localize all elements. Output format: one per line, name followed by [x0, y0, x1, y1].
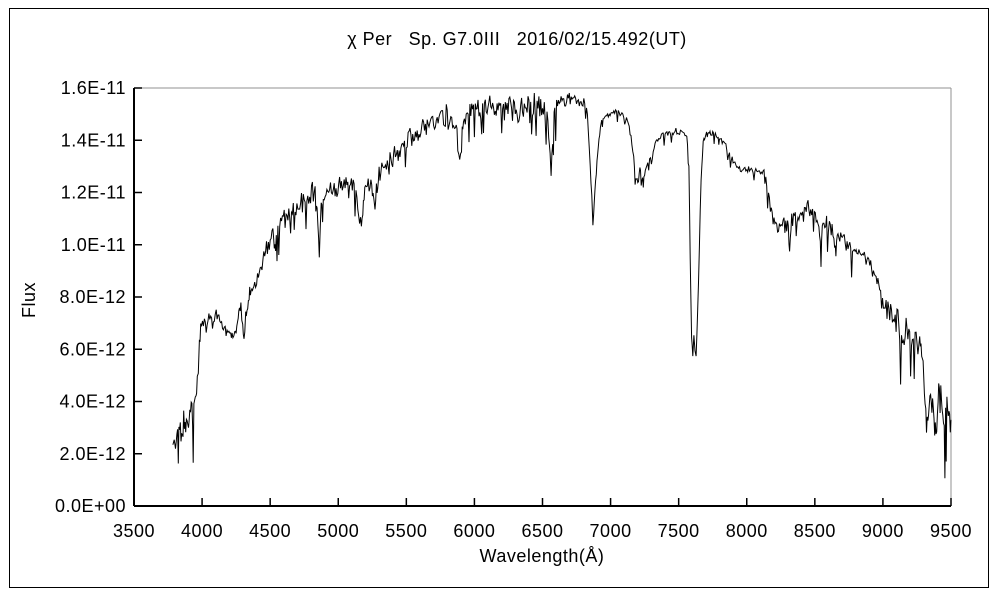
x-tick-label: 5000 — [317, 521, 359, 541]
x-tick-label: 7000 — [590, 521, 632, 541]
y-tick-label: 0.0E+00 — [55, 496, 126, 516]
x-axis-ticks: 3500 4000 4500 5000 5500 6000 6500 7000 7500 8000… — [113, 498, 972, 541]
outer-border — [9, 8, 989, 588]
x-tick-label: 3500 — [113, 521, 155, 541]
y-tick-label: 8.0E-12 — [59, 287, 126, 307]
x-tick-label: 8000 — [726, 521, 768, 541]
y-axis-ticks: 0.0E+00 2.0E-12 4.0E-12 6.0E-12 8.0E-12 1.0E-… — [55, 78, 142, 516]
x-tick-label: 7500 — [658, 521, 700, 541]
x-tick-label: 5500 — [385, 521, 427, 541]
x-tick-label: 4000 — [181, 521, 223, 541]
x-tick-label: 4500 — [249, 521, 291, 541]
y-tick-label: 6.0E-12 — [59, 339, 126, 359]
y-tick-label: 2.0E-12 — [59, 444, 126, 464]
y-axis-label: Flux — [19, 282, 39, 318]
x-tick-label: 6500 — [521, 521, 563, 541]
plot-box — [133, 87, 952, 507]
x-tick-label: 9000 — [862, 521, 904, 541]
x-tick-label: 8500 — [794, 521, 836, 541]
x-tick-label: 6000 — [453, 521, 495, 541]
y-tick-label: 1.4E-11 — [61, 130, 126, 150]
chart-title: χ Per Sp. G7.0III 2016/02/15.492(UT) — [347, 29, 687, 49]
y-tick-label: 1.0E-11 — [61, 235, 126, 255]
y-tick-label: 1.2E-11 — [61, 183, 126, 203]
y-tick-label: 1.6E-11 — [61, 78, 126, 98]
x-tick-label: 9500 — [930, 521, 972, 541]
y-tick-label: 4.0E-12 — [59, 392, 126, 412]
spectrum-line — [172, 92, 952, 479]
x-axis-label: Wavelength(Å) — [480, 546, 605, 566]
